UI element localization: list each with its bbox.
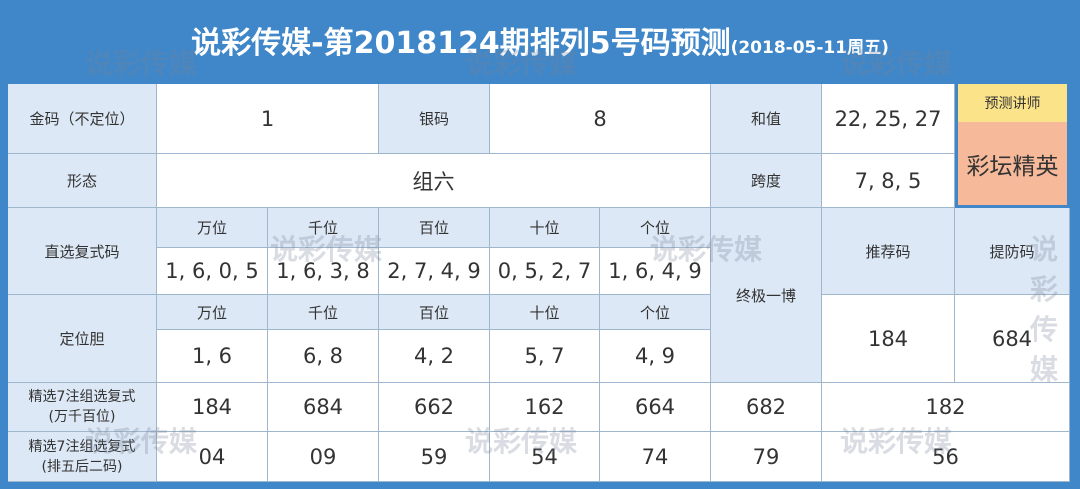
pick1-value: 684 [268,383,379,432]
lecturer-label: 预测讲师 [958,84,1067,122]
pick1-value: 162 [490,383,600,432]
position-header: 个位 [600,295,711,330]
pick2-value: 79 [711,432,822,482]
pick1-value: 662 [379,383,490,432]
guard-label: 提防码 [955,208,1070,295]
form-label: 形态 [8,154,157,208]
guard-value: 684 [955,295,1070,383]
dingwei-value: 4, 9 [600,330,711,383]
pick2-label-line1: 精选7注组选复式 [28,438,136,455]
pick2-value: 74 [600,432,711,482]
pick2-value: 59 [379,432,490,482]
lecturer-name: 彩坛精英 [958,122,1067,205]
lecturer-box: 预测讲师 彩坛精英 [955,84,1070,208]
direct-value: 1, 6, 0, 5 [157,248,268,295]
direct-value: 1, 6, 4, 9 [600,248,711,295]
position-header: 十位 [490,295,600,330]
pick2-value: 09 [268,432,379,482]
form-value: 组六 [157,154,711,208]
page-title: 说彩传媒-第2018124期排列5号码预测(2018-05-11周五) [0,18,1080,62]
ultimate-label: 终极一博 [711,208,822,383]
pick1-value: 184 [157,383,268,432]
silver-label: 银码 [379,84,490,154]
pick2-value: 56 [822,432,1070,482]
pick2-value: 54 [490,432,600,482]
gold-value: 1 [157,84,379,154]
pick1-value: 664 [600,383,711,432]
position-header: 个位 [600,208,711,248]
position-header: 百位 [379,208,490,248]
pick2-value: 04 [157,432,268,482]
position-header: 千位 [268,295,379,330]
pick1-value: 682 [711,383,822,432]
pick1-value: 182 [822,383,1070,432]
pick1-label-line2: (万千百位) [48,409,116,425]
position-header: 千位 [268,208,379,248]
dingwei-value: 1, 6 [157,330,268,383]
recommend-value: 184 [822,295,955,383]
direct-label: 直选复式码 [8,208,157,295]
pick2-label-line2: (排五后二码) [41,458,123,475]
title-date: (2018-05-11周五) [730,38,889,58]
prediction-table: 金码（不定位） 1 银码 8 和值 22, 25, 27 预测讲师 彩坛精英 形… [8,84,1070,482]
dingwei-value: 4, 2 [379,330,490,383]
dingwei-value: 5, 7 [490,330,600,383]
title-main: 说彩传媒-第2018124期排列5号码预测 [191,26,731,61]
direct-value: 1, 6, 3, 8 [268,248,379,295]
dingwei-label: 定位胆 [8,295,157,383]
pick1-label: 精选7注组选复式 (万千百位) [8,383,157,432]
position-header: 万位 [157,208,268,248]
silver-value: 8 [490,84,711,154]
direct-value: 2, 7, 4, 9 [379,248,490,295]
position-header: 百位 [379,295,490,330]
span-label: 跨度 [711,154,822,208]
pick1-label-line1: 精选7注组选复式 [28,389,136,405]
pick2-label: 精选7注组选复式 (排五后二码) [8,432,157,482]
span-value: 7, 8, 5 [822,154,955,208]
sum-value: 22, 25, 27 [822,84,955,154]
dingwei-value: 6, 8 [268,330,379,383]
position-header: 万位 [157,295,268,330]
sum-label: 和值 [711,84,822,154]
gold-label: 金码（不定位） [8,84,157,154]
recommend-label: 推荐码 [822,208,955,295]
position-header: 十位 [490,208,600,248]
direct-value: 0, 5, 2, 7 [490,248,600,295]
